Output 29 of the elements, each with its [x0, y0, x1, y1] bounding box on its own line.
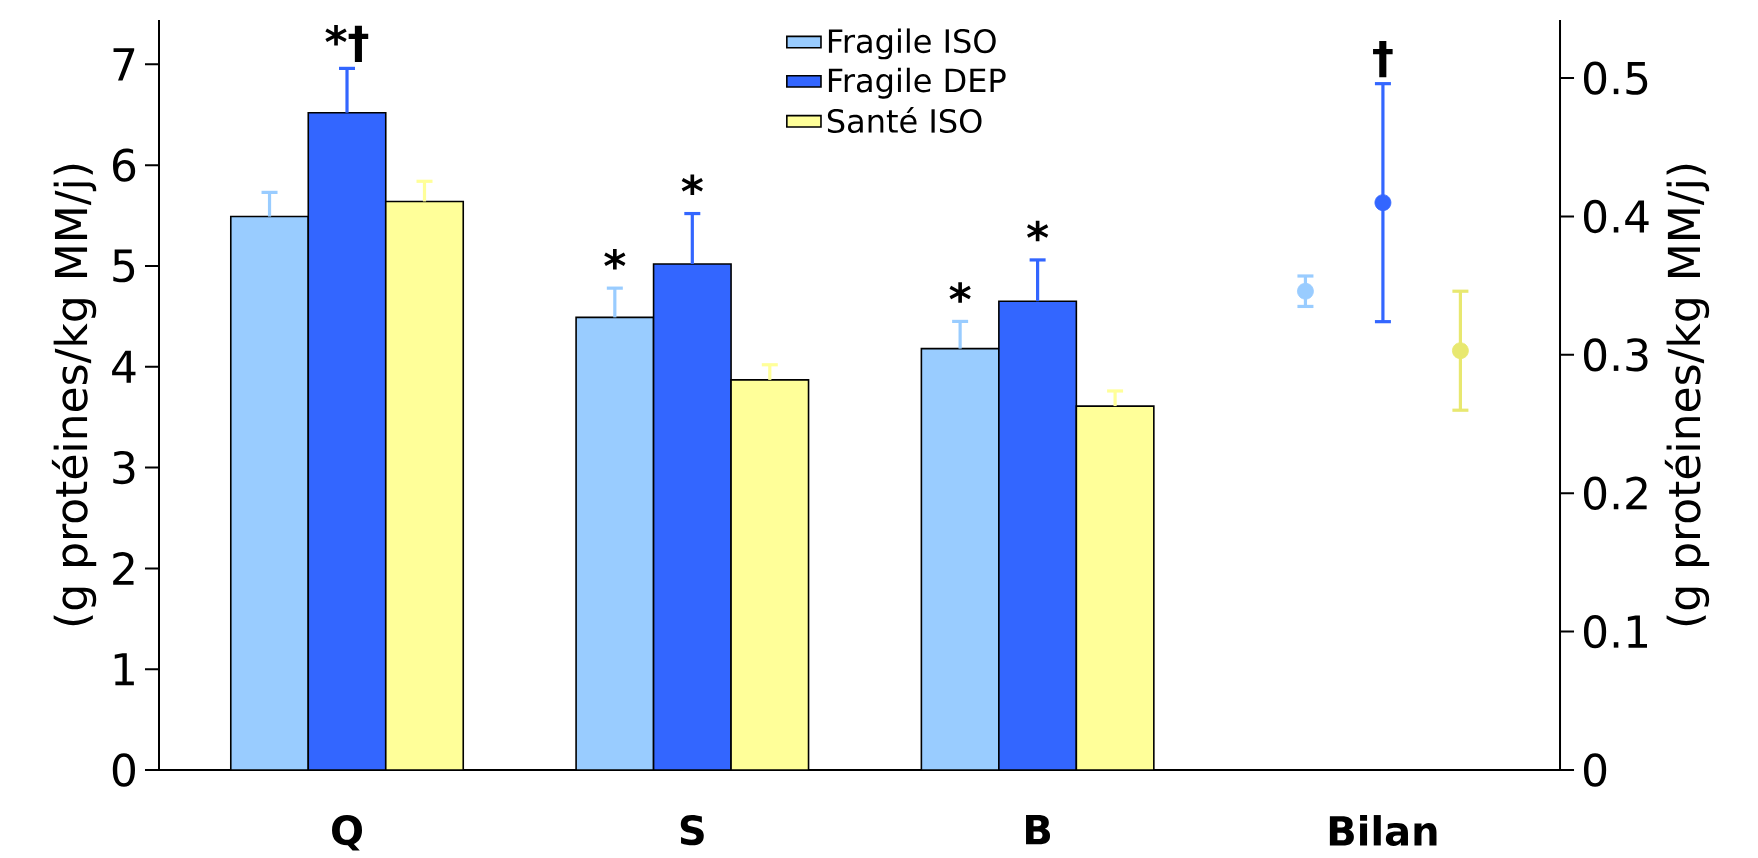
x-tick-label: Bilan [1329, 815, 1437, 847]
x-tick-label: Q [332, 815, 363, 851]
y-tick-label: 2 [113, 552, 134, 585]
y-tick-label: 4 [112, 350, 136, 383]
x-tick-label: S [680, 815, 704, 846]
annotation: † [1373, 40, 1393, 78]
y-axis-title: (g protéines/kg MM/j) [51, 164, 97, 626]
y2-tick-label: 0.4 [1583, 199, 1649, 234]
annotation: * [604, 249, 626, 270]
x-tick-label: B [1026, 815, 1051, 845]
y2-tick-label: 0.3 [1583, 338, 1648, 372]
annotation: * [949, 282, 971, 303]
legend-label: Fragile ISO [828, 28, 996, 60]
y2-axis-title: (g protéines/kg MM/j) [1664, 164, 1710, 626]
y-tick-label: 6 [113, 148, 136, 182]
annotation: * [1026, 220, 1049, 242]
y2-tick-label: 0 [1583, 753, 1607, 787]
y2-tick-label: 0.1 [1583, 614, 1647, 649]
y-tick-label: 3 [113, 450, 135, 485]
legend-label: Santé ISO [827, 107, 982, 134]
y-tick-label: 0 [112, 753, 135, 787]
legend-label: Fragile DEP [828, 67, 1006, 99]
y-tick-label: 7 [113, 48, 135, 81]
annotation: * [681, 174, 703, 195]
y-tick-label: 1 [114, 653, 134, 686]
y-tick-label: 5 [113, 249, 135, 283]
y2-tick-label: 0.2 [1583, 476, 1647, 510]
y2-tick-label: 0.5 [1583, 61, 1648, 95]
annotation: *† [325, 25, 369, 62]
